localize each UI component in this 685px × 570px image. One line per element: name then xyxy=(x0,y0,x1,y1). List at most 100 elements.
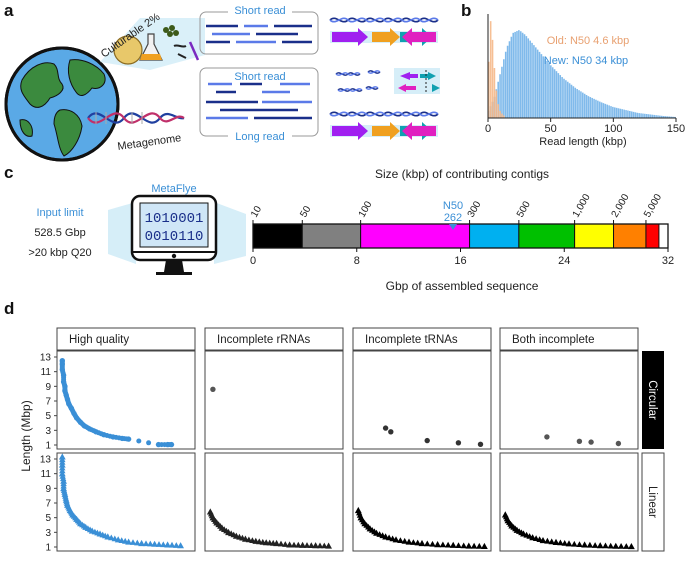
histogram-bar xyxy=(508,41,511,118)
data-point xyxy=(385,534,393,541)
data-point xyxy=(434,541,441,548)
histogram-bar xyxy=(608,105,610,119)
data-point xyxy=(129,539,137,545)
data-point xyxy=(576,541,583,547)
histogram-bar xyxy=(619,108,622,118)
x-tick-label: 32 xyxy=(662,255,674,267)
histogram-bar xyxy=(533,45,535,119)
data-point xyxy=(532,535,540,541)
data-point xyxy=(424,540,431,547)
histogram-bar xyxy=(531,42,533,119)
data-point xyxy=(382,425,389,431)
histogram-bar xyxy=(615,107,618,118)
data-point xyxy=(321,542,328,549)
data-point xyxy=(371,528,378,535)
histogram-bar xyxy=(598,101,601,118)
histogram-bar xyxy=(495,90,498,118)
histogram-bar xyxy=(538,51,541,119)
panel-c-title: Size (kbp) of contributing contigs xyxy=(375,167,549,181)
histogram-bar xyxy=(621,109,624,118)
panel-c-xlabel: Gbp of assembled sequence xyxy=(386,279,539,293)
panel-a-label: a xyxy=(4,1,14,20)
data-point xyxy=(162,442,168,448)
n50-value: 262 xyxy=(444,212,462,224)
histogram-bar xyxy=(540,54,543,118)
histogram-bar xyxy=(527,38,530,119)
data-point xyxy=(223,527,230,534)
histogram-bar xyxy=(674,116,676,118)
globe-icon xyxy=(4,46,120,162)
data-point xyxy=(72,514,79,521)
histogram-bar xyxy=(634,112,637,118)
histogram-bar xyxy=(512,32,515,118)
data-point xyxy=(507,520,514,527)
data-point xyxy=(465,542,473,549)
data-point xyxy=(588,439,594,445)
histogram-bar xyxy=(493,68,496,118)
data-point xyxy=(164,541,171,548)
data-point xyxy=(303,542,311,548)
data-point xyxy=(526,533,533,539)
histogram-bar xyxy=(548,63,550,118)
facet-panel xyxy=(499,350,639,450)
data-point xyxy=(94,529,101,536)
data-point xyxy=(548,538,555,545)
facet-row-strip-circular xyxy=(642,351,664,449)
contig-size-bar: 10 50 100 300 500 1,000 2,000 5,000 0 8 16 24 32 xyxy=(249,192,674,267)
histogram-bar xyxy=(623,109,625,119)
data-point xyxy=(111,535,118,542)
histogram-bar xyxy=(506,45,509,118)
histogram-bar xyxy=(606,104,609,119)
facet-panel xyxy=(204,350,344,450)
histogram-bar xyxy=(651,114,654,118)
data-point xyxy=(76,518,83,525)
histogram-bar xyxy=(657,115,659,118)
data-point xyxy=(470,542,478,549)
histogram-bar xyxy=(583,93,586,118)
histogram-bar xyxy=(662,116,665,118)
data-point xyxy=(596,542,604,549)
data-point xyxy=(571,540,578,547)
beam-left xyxy=(108,202,136,264)
culturable-bubble xyxy=(100,18,205,70)
histogram-bar xyxy=(489,21,492,119)
y-tick-label: 11 xyxy=(41,469,52,480)
data-point xyxy=(615,440,622,447)
y-tick-label: 9 xyxy=(45,382,51,393)
histogram-bar xyxy=(595,99,597,118)
histogram-bar xyxy=(491,39,494,119)
data-point xyxy=(628,543,635,550)
histogram-bar xyxy=(514,31,516,119)
histogram-bar xyxy=(504,51,507,118)
data-point xyxy=(581,541,588,548)
top-tick-label: 1,000 xyxy=(571,192,593,220)
data-point xyxy=(134,539,141,546)
histogram-bar xyxy=(529,40,531,119)
histogram-bar xyxy=(565,80,567,118)
facet-row-strip-bg xyxy=(641,452,665,552)
histogram-bar xyxy=(610,106,612,119)
fragmented-assembly xyxy=(335,68,440,94)
histogram-bar xyxy=(655,115,657,118)
histogram-bar xyxy=(617,108,620,118)
short-read-label-1: Short read xyxy=(234,5,285,17)
histogram-bar xyxy=(645,114,648,118)
data-point xyxy=(460,542,467,549)
data-point xyxy=(518,529,525,536)
histogram-bar xyxy=(636,112,639,118)
facet-column-label: Incomplete rRNAs xyxy=(217,334,311,346)
data-point xyxy=(401,537,408,544)
long-read-label: Long read xyxy=(235,131,285,143)
data-point xyxy=(217,523,224,529)
data-point xyxy=(295,541,302,548)
histogram-bar xyxy=(668,116,671,118)
data-point xyxy=(512,525,519,532)
genome-scatter-grid: High quality Incomplete rRNAs Incomplete t… xyxy=(40,327,665,554)
data-point xyxy=(108,534,115,541)
histogram-bar xyxy=(497,104,499,119)
histogram-bar xyxy=(518,30,520,118)
metagenome-label: Metagenome xyxy=(117,132,182,153)
dna-helix-icon xyxy=(87,112,185,124)
histogram-bar xyxy=(503,115,505,118)
binary-line-1: 1010001 xyxy=(145,211,204,227)
